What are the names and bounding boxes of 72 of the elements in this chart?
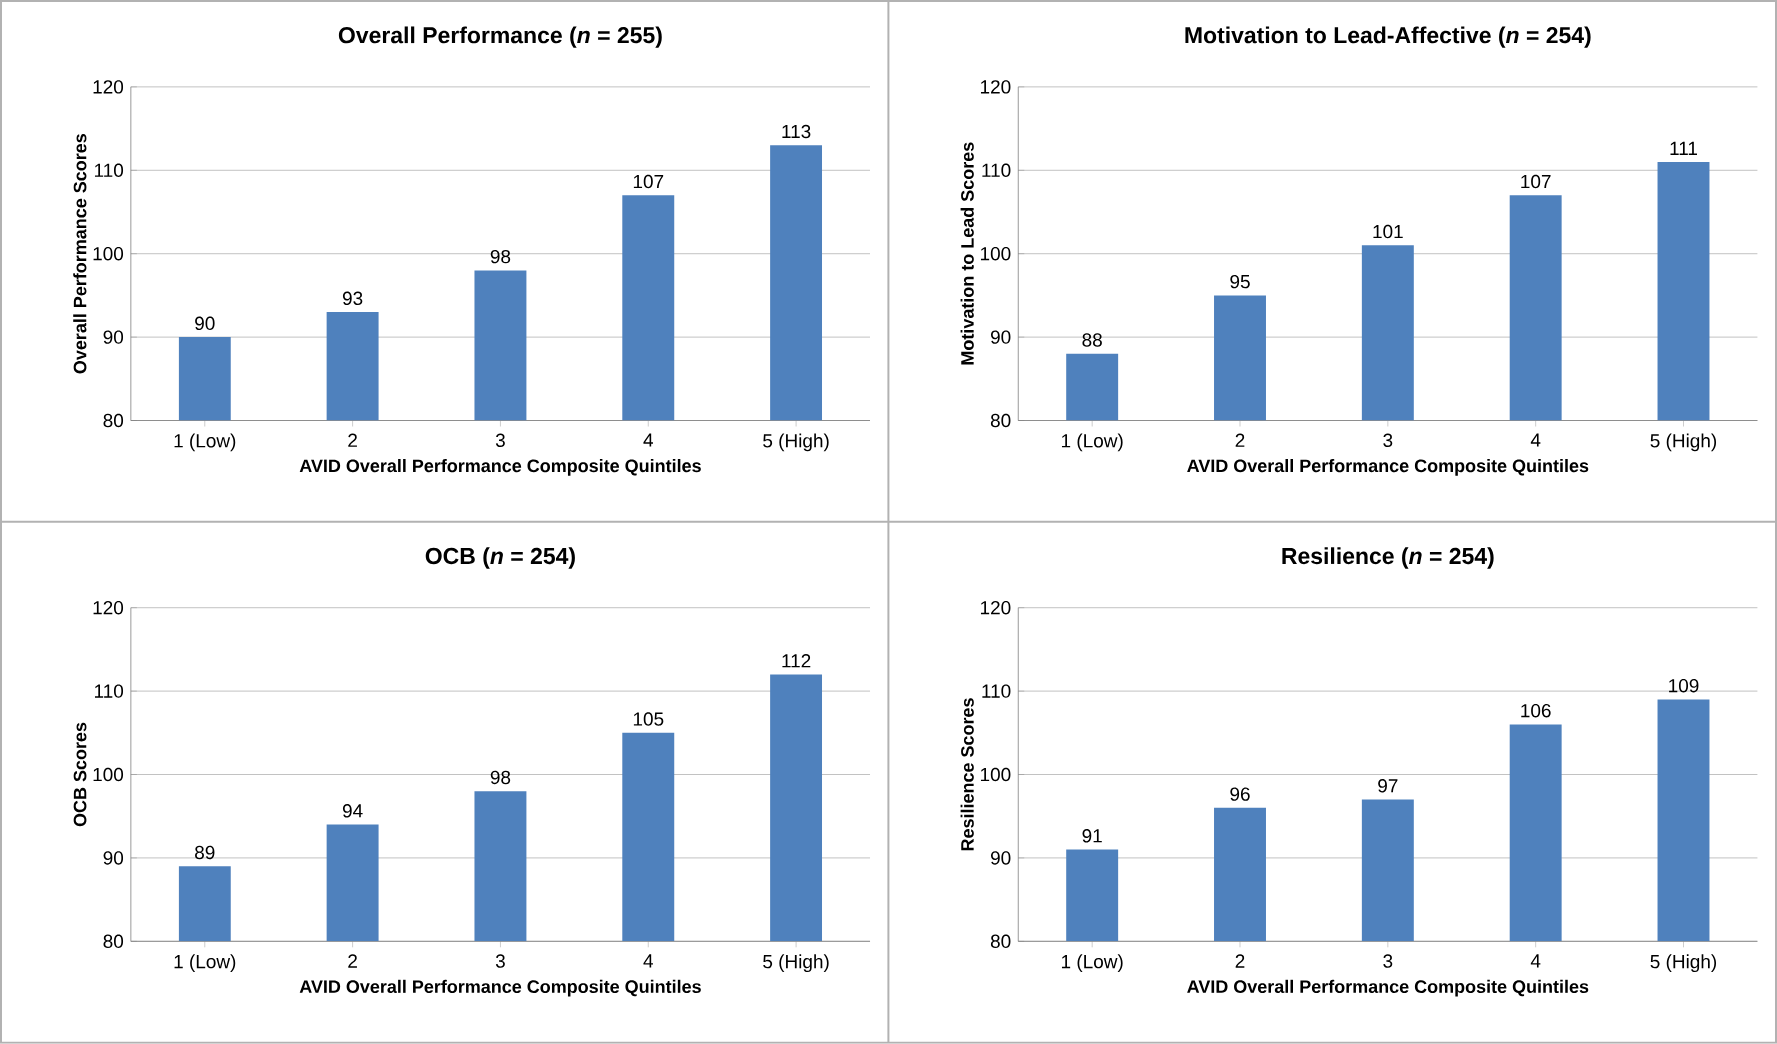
chart-title: Motivation to Lead-Affective (n = 254) [1185, 26, 1591, 48]
x-tick-label: 3 [1383, 433, 1393, 448]
y-tick-label: 110 [982, 684, 1011, 698]
y-tick-label: 80 [990, 934, 1011, 949]
x-tick-label: 1 (Low) [1061, 433, 1123, 452]
y-tick-label: 110 [94, 163, 124, 178]
data-label: 113 [782, 124, 811, 139]
y-axis-title: Motivation to Lead Scores [960, 142, 974, 365]
y-tick-label: 80 [103, 413, 124, 428]
data-label: 97 [1378, 779, 1398, 793]
data-label: 91 [1082, 829, 1102, 843]
chart-title: OCB (n = 254) [425, 547, 575, 569]
x-tick-label: 5 (High) [763, 954, 829, 973]
x-tick-label: 2 [1235, 433, 1245, 447]
data-label: 98 [490, 770, 511, 785]
x-axis-title: AVID Overall Performance Composite Quintiles [299, 979, 701, 997]
y-tick-label: 90 [103, 851, 124, 865]
data-label: 95 [1230, 275, 1250, 289]
x-tick-label: 1 (Low) [174, 433, 236, 452]
y-tick-label: 90 [990, 851, 1011, 865]
x-axis-title: AVID Overall Performance Composite Quintiles [1187, 459, 1589, 476]
x-tick-label: 5 (High) [763, 433, 829, 452]
y-tick-label: 110 [982, 163, 1011, 178]
data-label: 93 [342, 291, 363, 306]
y-tick-label: 110 [94, 684, 124, 698]
y-tick-label: 100 [93, 247, 124, 261]
y-tick-label: 120 [93, 601, 124, 615]
y-axis-title: Resilience Scores [960, 698, 974, 851]
data-label: 90 [195, 316, 215, 331]
data-label: 107 [633, 174, 664, 189]
y-tick-label: 120 [980, 601, 1011, 615]
x-tick-label: 1 (Low) [1061, 954, 1123, 973]
y-tick-label: 100 [93, 767, 124, 782]
y-tick-label: 80 [990, 413, 1011, 428]
y-tick-label: 120 [93, 80, 124, 94]
x-tick-label: 1 (Low) [174, 954, 236, 973]
y-tick-label: 80 [103, 934, 124, 949]
data-label: 112 [782, 654, 811, 668]
x-axis-title: AVID Overall Performance Composite Quintiles [1187, 979, 1589, 997]
data-label: 111 [1670, 141, 1697, 155]
x-tick-label: 3 [1383, 954, 1393, 968]
y-tick-label: 90 [990, 330, 1011, 344]
y-tick-label: 90 [103, 330, 124, 344]
y-tick-label: 100 [980, 247, 1011, 261]
x-tick-label: 2 [348, 433, 357, 447]
x-tick-label: 5 (High) [1650, 954, 1717, 973]
data-label: 105 [633, 712, 664, 726]
x-axis-title: AVID Overall Performance Composite Quintiles [299, 459, 701, 476]
data-label: 94 [342, 804, 363, 818]
x-tick-label: 3 [495, 954, 505, 968]
data-label: 98 [490, 249, 511, 264]
data-label: 89 [195, 845, 215, 860]
y-tick-label: 120 [980, 80, 1011, 94]
y-tick-label: 100 [980, 767, 1011, 782]
y-axis-title: OCB Scores [73, 722, 87, 827]
x-tick-label: 4 [643, 954, 653, 968]
data-label: 96 [1230, 787, 1250, 801]
data-label: 88 [1082, 333, 1102, 347]
data-label: 101 [1373, 224, 1403, 239]
data-label: 109 [1669, 679, 1699, 693]
x-tick-label: 5 (High) [1650, 433, 1717, 452]
x-tick-label: 2 [1235, 954, 1245, 968]
x-tick-label: 4 [643, 433, 653, 447]
x-tick-label: 4 [1530, 433, 1541, 447]
x-tick-label: 2 [348, 954, 357, 968]
chart-title: Overall Performance (n = 255) [338, 26, 662, 48]
chart-title: Resilience (n = 254) [1282, 547, 1494, 569]
x-tick-label: 3 [495, 433, 505, 448]
data-label: 107 [1521, 174, 1551, 189]
data-label: 106 [1521, 704, 1551, 718]
x-tick-label: 4 [1530, 954, 1541, 968]
y-axis-title: Overall Performance Scores [73, 134, 87, 374]
